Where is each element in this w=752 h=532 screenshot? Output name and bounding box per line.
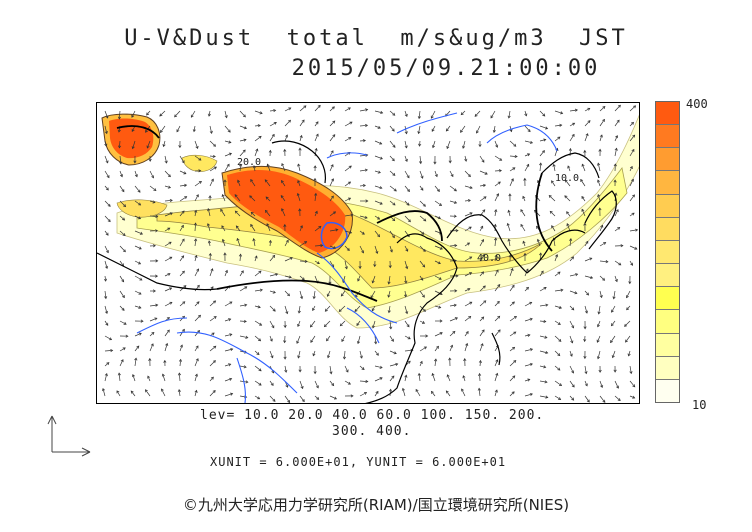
- colorbar-swatch: [656, 148, 679, 172]
- colorbar-swatch: [656, 102, 679, 126]
- colorbar-max-label: 400: [686, 97, 708, 111]
- rivers: [136, 112, 558, 403]
- vector-units: XUNIT = 6.000E+01, YUNIT = 6.000E+01: [210, 455, 507, 469]
- contour-levels-cont: 300. 400.: [332, 424, 412, 439]
- colorbar-swatch: [656, 217, 679, 241]
- colorbar-swatch: [656, 125, 679, 149]
- contour-levels: lev= 10.0 20.0 40.0 60.0 100. 150. 200.: [200, 408, 545, 423]
- colorbar-swatch: [656, 194, 679, 218]
- dust-map: 10.0 40.0 20.0: [96, 102, 640, 404]
- colorbar-swatch: [656, 171, 679, 195]
- colorbar-swatch: [656, 333, 679, 357]
- borders: [116, 125, 553, 302]
- contour-label: 40.0: [477, 253, 501, 264]
- coastlines: [97, 140, 617, 403]
- contour-labels: 10.0 40.0 20.0: [237, 157, 579, 264]
- colorbar-swatch: [656, 264, 679, 288]
- map-title: U-V&Dust total m/s&ug/m3 JST: [124, 26, 628, 51]
- colorbar-swatch: [656, 379, 679, 403]
- colorbar-swatch: [656, 287, 679, 311]
- contour-label: 10.0: [555, 173, 579, 184]
- colorbar-min-label: 10: [692, 398, 707, 412]
- contour-label: 20.0: [237, 157, 261, 168]
- copyright-notice: ©九州大学応用力学研究所(RIAM)/国立環境研究所(NIES): [182, 496, 570, 514]
- colorbar-swatch: [656, 240, 679, 265]
- vector-reference-axes-icon: [47, 415, 91, 457]
- wind-vectors: [101, 104, 639, 403]
- colorbar-swatch: [656, 310, 679, 334]
- colorbar-swatch: [656, 356, 679, 380]
- colorbar: [655, 101, 680, 403]
- map-datetime: 2015/05/09.21:00:00: [291, 56, 601, 81]
